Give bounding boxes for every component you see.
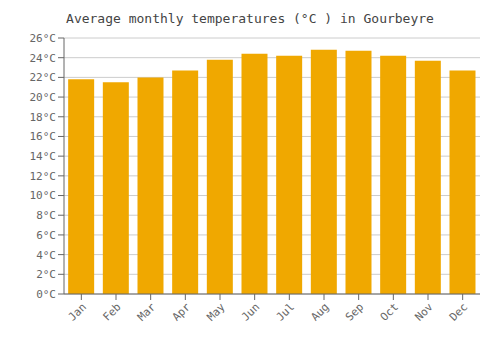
svg-text:May: May bbox=[204, 300, 228, 324]
svg-text:10°C: 10°C bbox=[30, 189, 57, 202]
svg-text:14°C: 14°C bbox=[30, 150, 57, 163]
svg-text:2°C: 2°C bbox=[36, 268, 56, 281]
svg-text:Nov: Nov bbox=[412, 300, 436, 324]
svg-text:22°C: 22°C bbox=[30, 71, 57, 84]
svg-text:6°C: 6°C bbox=[36, 229, 56, 242]
svg-text:12°C: 12°C bbox=[30, 170, 57, 183]
html-text:Average monthly temperatures (: Average monthly temperatures (°C ) in Go… bbox=[66, 11, 434, 26]
svg-text:20°C: 20°C bbox=[30, 91, 57, 104]
svg-text:Dec: Dec bbox=[447, 300, 470, 323]
svg-text:16°C: 16°C bbox=[30, 130, 57, 143]
svg-text:4°C: 4°C bbox=[36, 249, 56, 262]
svg-text:Aug: Aug bbox=[308, 300, 331, 323]
svg-text:0°C: 0°C bbox=[36, 288, 56, 301]
svg-text:Sep: Sep bbox=[343, 300, 366, 323]
svg-text:Jun: Jun bbox=[239, 300, 262, 323]
svg-text:26°C: 26°C bbox=[30, 32, 57, 45]
svg-text:Feb: Feb bbox=[100, 300, 123, 323]
svg-text:Jan: Jan bbox=[66, 300, 89, 323]
svg-text:24°C: 24°C bbox=[30, 52, 57, 65]
svg-text:Jul: Jul bbox=[274, 300, 297, 323]
svg-text:Apr: Apr bbox=[170, 300, 194, 324]
svg-text:8°C: 8°C bbox=[36, 209, 56, 222]
svg-text:18°C: 18°C bbox=[30, 111, 57, 124]
svg-text:Mar: Mar bbox=[135, 300, 159, 324]
svg-text:Oct: Oct bbox=[378, 300, 401, 323]
